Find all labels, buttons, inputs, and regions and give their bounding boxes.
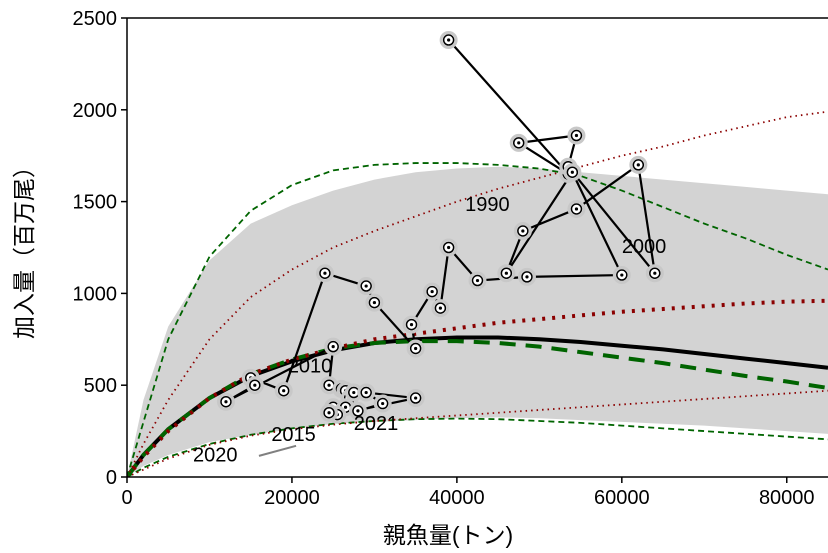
observed-point xyxy=(373,394,392,413)
observed-point xyxy=(629,155,648,174)
year-labels: 1990 2000 2010 2015 2020 2021 xyxy=(193,194,666,467)
curve-1 xyxy=(127,339,828,477)
y-axis-title: 加入量（百万尾） xyxy=(11,155,37,339)
year-label-1990: 1990 xyxy=(465,194,510,216)
x-tick-label: 40000 xyxy=(429,487,485,509)
observed-point xyxy=(216,392,235,411)
y-tick-label: 500 xyxy=(84,375,117,397)
observed-point xyxy=(357,277,376,296)
observed-point xyxy=(348,401,367,420)
curve-5 xyxy=(127,110,828,477)
year-label-2010: 2010 xyxy=(288,355,333,377)
observed-point xyxy=(274,381,293,400)
year-label-2021: 2021 xyxy=(354,413,399,435)
y-tick-label: 0 xyxy=(106,467,117,489)
x-tick-label: 0 xyxy=(121,487,132,509)
year-label-2020: 2020 xyxy=(193,444,238,466)
observed-point xyxy=(645,264,664,283)
curve-2 xyxy=(127,298,828,477)
year-label-2000: 2000 xyxy=(622,236,667,258)
observed-point xyxy=(402,315,421,334)
observed-point xyxy=(431,299,450,318)
y-tick-label: 1000 xyxy=(73,283,118,305)
x-tick-label: 80000 xyxy=(759,487,815,509)
observed-point xyxy=(439,31,458,50)
axes: 0 20000 40000 60000 80000 0 500 1000 1500 2000 250… xyxy=(73,8,828,509)
observed-point xyxy=(439,238,458,257)
observed-point xyxy=(517,267,536,286)
y-tick-label: 2500 xyxy=(73,8,118,30)
confidence-band xyxy=(127,166,828,477)
x-tick-label: 20000 xyxy=(264,487,320,509)
x-axis-title: 親魚量(トン) xyxy=(383,522,513,548)
observed-point xyxy=(567,126,586,145)
observed-point xyxy=(509,133,528,152)
curve-6 xyxy=(127,389,828,477)
year-label-2015: 2015 xyxy=(271,424,316,446)
plot-area xyxy=(127,31,828,477)
observed-point xyxy=(315,264,334,283)
label-leader-line xyxy=(258,444,297,457)
observed-point xyxy=(406,339,425,358)
curve-3 xyxy=(127,162,828,477)
observed-point xyxy=(365,293,384,312)
observed-point xyxy=(245,376,264,395)
observed-point xyxy=(567,199,586,218)
x-tick-label: 60000 xyxy=(594,487,650,509)
observed-point xyxy=(612,266,631,285)
observed-point xyxy=(324,337,343,356)
observed-point xyxy=(320,403,339,422)
y-tick-label: 2000 xyxy=(73,100,118,122)
observed-point xyxy=(406,389,425,408)
observed-point xyxy=(497,264,516,283)
observed-point xyxy=(357,383,376,402)
observed-point xyxy=(563,163,582,182)
observed-point xyxy=(468,271,487,290)
observed-point xyxy=(513,221,532,240)
y-tick-label: 1500 xyxy=(73,192,118,214)
observed-point xyxy=(423,282,442,301)
